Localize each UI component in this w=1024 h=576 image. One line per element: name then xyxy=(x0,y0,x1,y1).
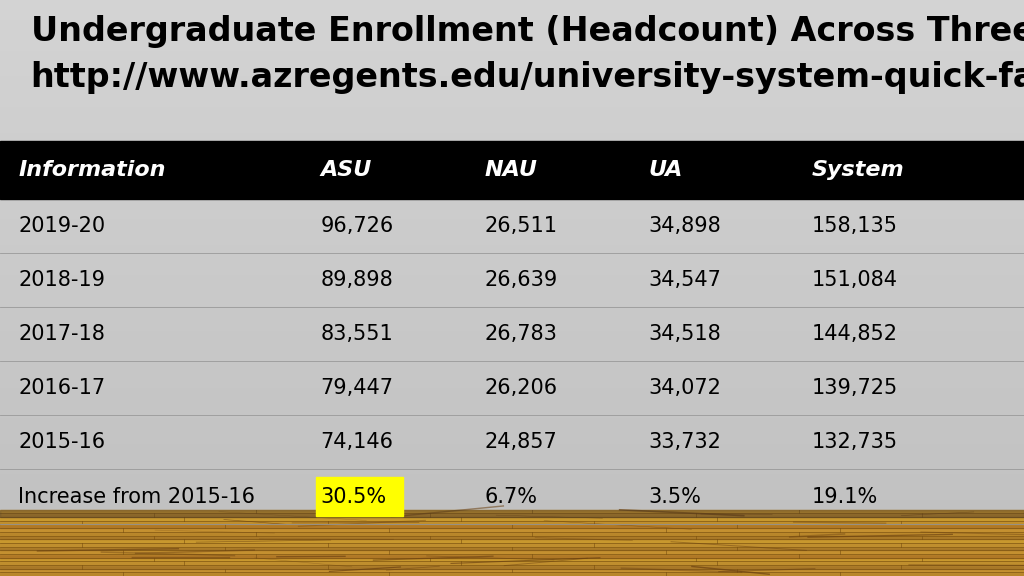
Text: 26,783: 26,783 xyxy=(484,324,557,344)
Text: 30.5%: 30.5% xyxy=(321,487,387,506)
Text: 26,639: 26,639 xyxy=(484,270,558,290)
Bar xyxy=(0,543,1024,547)
Text: 3.5%: 3.5% xyxy=(648,487,701,506)
Text: 2015-16: 2015-16 xyxy=(18,433,105,452)
Text: Information: Information xyxy=(18,160,166,180)
Text: http://www.azregents.edu/university-system-quick-facts: http://www.azregents.edu/university-syst… xyxy=(31,61,1024,94)
Bar xyxy=(0,510,1024,517)
Text: 79,447: 79,447 xyxy=(321,378,393,398)
Text: 144,852: 144,852 xyxy=(812,324,898,344)
Text: 74,146: 74,146 xyxy=(321,433,393,452)
Text: UA: UA xyxy=(648,160,683,180)
Text: Increase from 2015-16: Increase from 2015-16 xyxy=(18,487,255,506)
Text: Undergraduate Enrollment (Headcount) Across Three Universities: Undergraduate Enrollment (Headcount) Acr… xyxy=(31,15,1024,48)
Bar xyxy=(0,513,1024,517)
Bar xyxy=(0,517,1024,521)
Text: 26,511: 26,511 xyxy=(484,216,557,236)
Bar xyxy=(0,550,1024,554)
Text: 132,735: 132,735 xyxy=(812,433,898,452)
Text: 2016-17: 2016-17 xyxy=(18,378,105,398)
Text: 34,518: 34,518 xyxy=(648,324,721,344)
Text: 34,072: 34,072 xyxy=(648,378,721,398)
Text: 2019-20: 2019-20 xyxy=(18,216,105,236)
Text: 34,547: 34,547 xyxy=(648,270,721,290)
Bar xyxy=(0,573,1024,576)
Text: 24,857: 24,857 xyxy=(484,433,557,452)
Text: NAU: NAU xyxy=(484,160,538,180)
Bar xyxy=(0,565,1024,569)
Text: 34,898: 34,898 xyxy=(648,216,721,236)
Text: 158,135: 158,135 xyxy=(812,216,898,236)
Bar xyxy=(0,521,1024,525)
Text: 6.7%: 6.7% xyxy=(484,487,538,506)
Text: ASU: ASU xyxy=(321,160,372,180)
Bar xyxy=(0,558,1024,561)
Bar xyxy=(0,539,1024,543)
Bar xyxy=(0,547,1024,550)
Text: 2018-19: 2018-19 xyxy=(18,270,105,290)
Bar xyxy=(0,525,1024,528)
Bar xyxy=(0,532,1024,536)
Text: 139,725: 139,725 xyxy=(812,378,898,398)
Bar xyxy=(0,536,1024,539)
Text: System: System xyxy=(812,160,904,180)
Bar xyxy=(0,569,1024,573)
Text: 33,732: 33,732 xyxy=(648,433,721,452)
Text: 83,551: 83,551 xyxy=(321,324,393,344)
Text: 2017-18: 2017-18 xyxy=(18,324,105,344)
Bar xyxy=(0,141,1024,199)
Text: 96,726: 96,726 xyxy=(321,216,394,236)
Text: 89,898: 89,898 xyxy=(321,270,393,290)
Text: 151,084: 151,084 xyxy=(812,270,898,290)
Text: 19.1%: 19.1% xyxy=(812,487,879,506)
Bar xyxy=(316,477,403,516)
Bar xyxy=(0,528,1024,532)
Text: 26,206: 26,206 xyxy=(484,378,557,398)
Bar xyxy=(0,510,1024,513)
Bar xyxy=(0,561,1024,565)
Bar xyxy=(0,554,1024,558)
